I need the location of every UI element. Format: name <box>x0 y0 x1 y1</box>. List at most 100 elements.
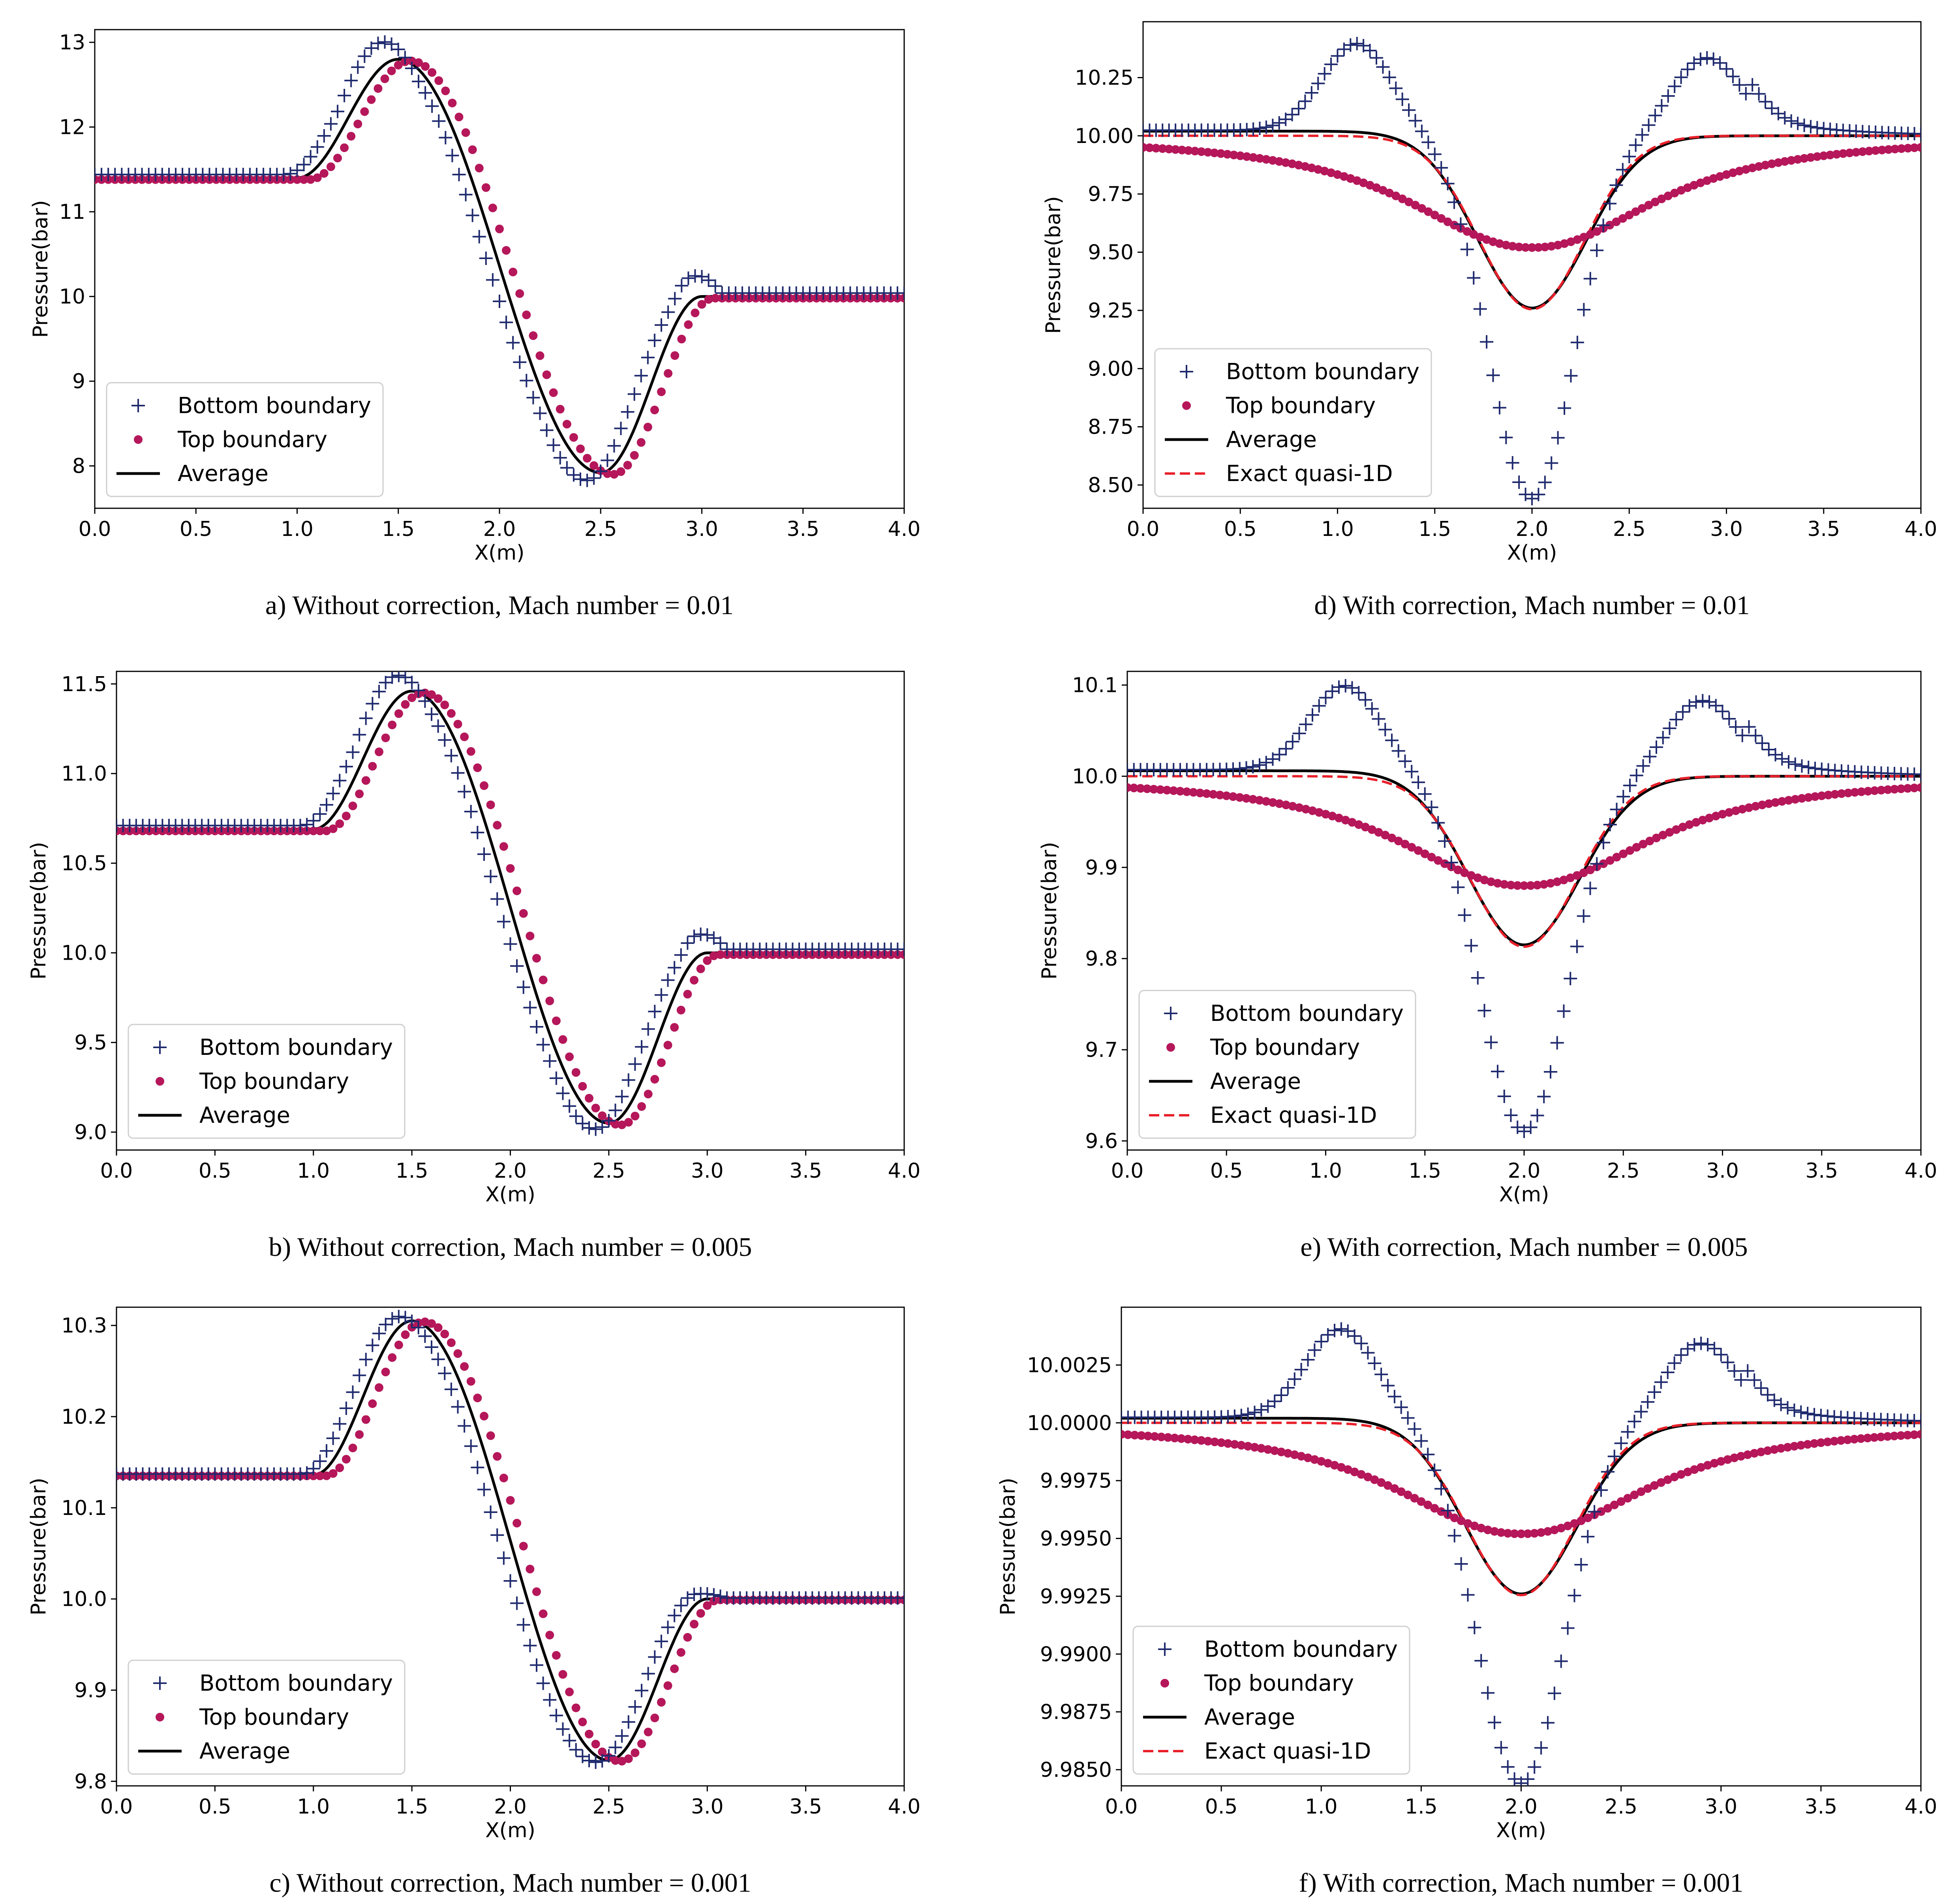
point-bottom-boundary <box>313 807 327 821</box>
point-bottom-boundary <box>431 1352 445 1366</box>
point-bottom-boundary <box>634 369 648 383</box>
point-bottom-boundary <box>1547 1686 1561 1700</box>
point-bottom-boundary <box>661 973 675 987</box>
point-bottom-boundary <box>1259 120 1273 134</box>
point-top-boundary <box>1698 816 1707 825</box>
point-top-boundary <box>1367 825 1376 834</box>
point-bottom-boundary <box>484 1505 498 1519</box>
point-top-boundary <box>1857 1434 1866 1443</box>
point-bottom-boundary <box>412 75 425 88</box>
point-bottom-boundary <box>681 936 695 950</box>
point-top-boundary <box>1619 849 1628 858</box>
point-bottom-boundary <box>1408 114 1422 128</box>
x-tick-label: 2.0 <box>494 1795 527 1819</box>
point-bottom-boundary <box>1564 369 1578 383</box>
point-bottom-boundary <box>1808 761 1822 775</box>
point-bottom-boundary <box>452 168 466 182</box>
point-bottom-boundary <box>513 355 527 369</box>
point-bottom-boundary <box>1616 790 1630 804</box>
legend-label: Top boundary <box>1204 1671 1354 1696</box>
point-bottom-boundary <box>1421 135 1435 149</box>
point-bottom-boundary <box>510 959 524 973</box>
point-top-boundary <box>1534 243 1543 252</box>
point-top-boundary <box>703 956 712 965</box>
point-top-boundary <box>326 162 335 171</box>
point-bottom-boundary <box>546 438 560 452</box>
point-bottom-boundary <box>1643 750 1657 763</box>
point-bottom-boundary <box>1782 755 1795 769</box>
point-bottom-boundary <box>1352 686 1366 699</box>
point-bottom-boundary <box>1385 733 1399 747</box>
point-bottom-boundary <box>1667 1356 1681 1370</box>
point-bottom-boundary <box>1614 1436 1628 1450</box>
point-top-boundary <box>1268 798 1277 807</box>
point-top-boundary <box>1437 214 1446 223</box>
chart-panel-4: 0.0 0.5 1.0 1.5 2.0 2.5 3.0 3.5 4.0 9.8 9.9 10.0 10.… <box>27 1306 920 1898</box>
point-top-boundary <box>319 169 329 178</box>
point-bottom-boundary <box>1655 99 1669 113</box>
point-bottom-boundary <box>1398 754 1412 768</box>
point-top-boundary <box>1770 1445 1779 1454</box>
point-bottom-boundary <box>425 707 438 721</box>
point-bottom-boundary <box>621 405 635 419</box>
point-bottom-boundary <box>346 1385 360 1399</box>
point-top-boundary <box>1495 239 1504 248</box>
point-top-boundary <box>1787 156 1796 165</box>
point-bottom-boundary <box>385 1312 399 1326</box>
point-top-boundary <box>1177 145 1187 154</box>
point-top-boundary <box>1189 788 1198 797</box>
point-bottom-boundary <box>353 1368 366 1382</box>
y-tick-label: 11.5 <box>61 673 107 696</box>
point-bottom-boundary <box>1734 1373 1748 1387</box>
point-top-boundary <box>1301 162 1310 171</box>
point-top-boundary <box>900 294 904 303</box>
point-top-boundary <box>1417 204 1426 213</box>
legend-label: Top boundary <box>1210 1035 1360 1060</box>
point-bottom-boundary <box>1714 1348 1728 1362</box>
point-top-boundary <box>526 1565 535 1574</box>
point-top-boundary <box>1592 227 1601 236</box>
point-top-boundary <box>1750 1449 1759 1458</box>
point-bottom-boundary <box>574 472 587 486</box>
legend-label: Top boundary <box>199 1705 349 1730</box>
point-bottom-boundary <box>1528 1760 1541 1774</box>
point-bottom-boundary <box>1551 431 1565 445</box>
point-top-boundary <box>716 950 725 959</box>
x-tick-label: 3.5 <box>789 1795 822 1819</box>
point-bottom-boundary <box>1610 802 1624 816</box>
point-top-boundary <box>1517 1529 1526 1538</box>
point-bottom-boundary <box>1648 109 1662 122</box>
point-bottom-boundary <box>1532 488 1545 502</box>
point-top-boundary <box>631 1748 640 1757</box>
point-top-boundary <box>598 1111 607 1120</box>
point-bottom-boundary <box>1301 1353 1315 1366</box>
point-top-boundary <box>631 1111 640 1120</box>
point-bottom-boundary <box>405 61 419 75</box>
point-bottom-boundary <box>1273 748 1286 761</box>
point-bottom-boundary <box>1378 723 1392 737</box>
point-top-boundary <box>1321 810 1330 819</box>
point-top-boundary <box>1583 1513 1592 1522</box>
point-top-boundary <box>1262 797 1271 806</box>
point-top-boundary <box>1530 1529 1539 1538</box>
point-top-boundary <box>1521 243 1530 252</box>
point-bottom-boundary <box>540 423 554 437</box>
point-top-boundary <box>670 351 680 360</box>
point-bottom-boundary <box>1654 1375 1668 1389</box>
point-bottom-boundary <box>615 1090 629 1103</box>
point-top-boundary <box>1370 1475 1379 1484</box>
legend-label: Average <box>199 1103 290 1128</box>
point-top-boundary <box>663 1681 672 1690</box>
y-tick-label: 9.9875 <box>1040 1701 1112 1724</box>
point-top-boundary <box>1663 1475 1672 1484</box>
point-bottom-boundary <box>533 406 547 420</box>
x-tick-label: 3.0 <box>691 1159 724 1183</box>
point-top-boundary <box>644 1727 653 1736</box>
point-top-boundary <box>440 1329 449 1338</box>
point-bottom-boundary <box>1689 695 1703 709</box>
point-bottom-boundary <box>1460 242 1474 256</box>
point-bottom-boundary <box>1314 1334 1328 1348</box>
point-top-boundary <box>1283 1449 1292 1458</box>
point-top-boundary <box>1612 217 1621 226</box>
point-top-boundary <box>375 747 383 756</box>
